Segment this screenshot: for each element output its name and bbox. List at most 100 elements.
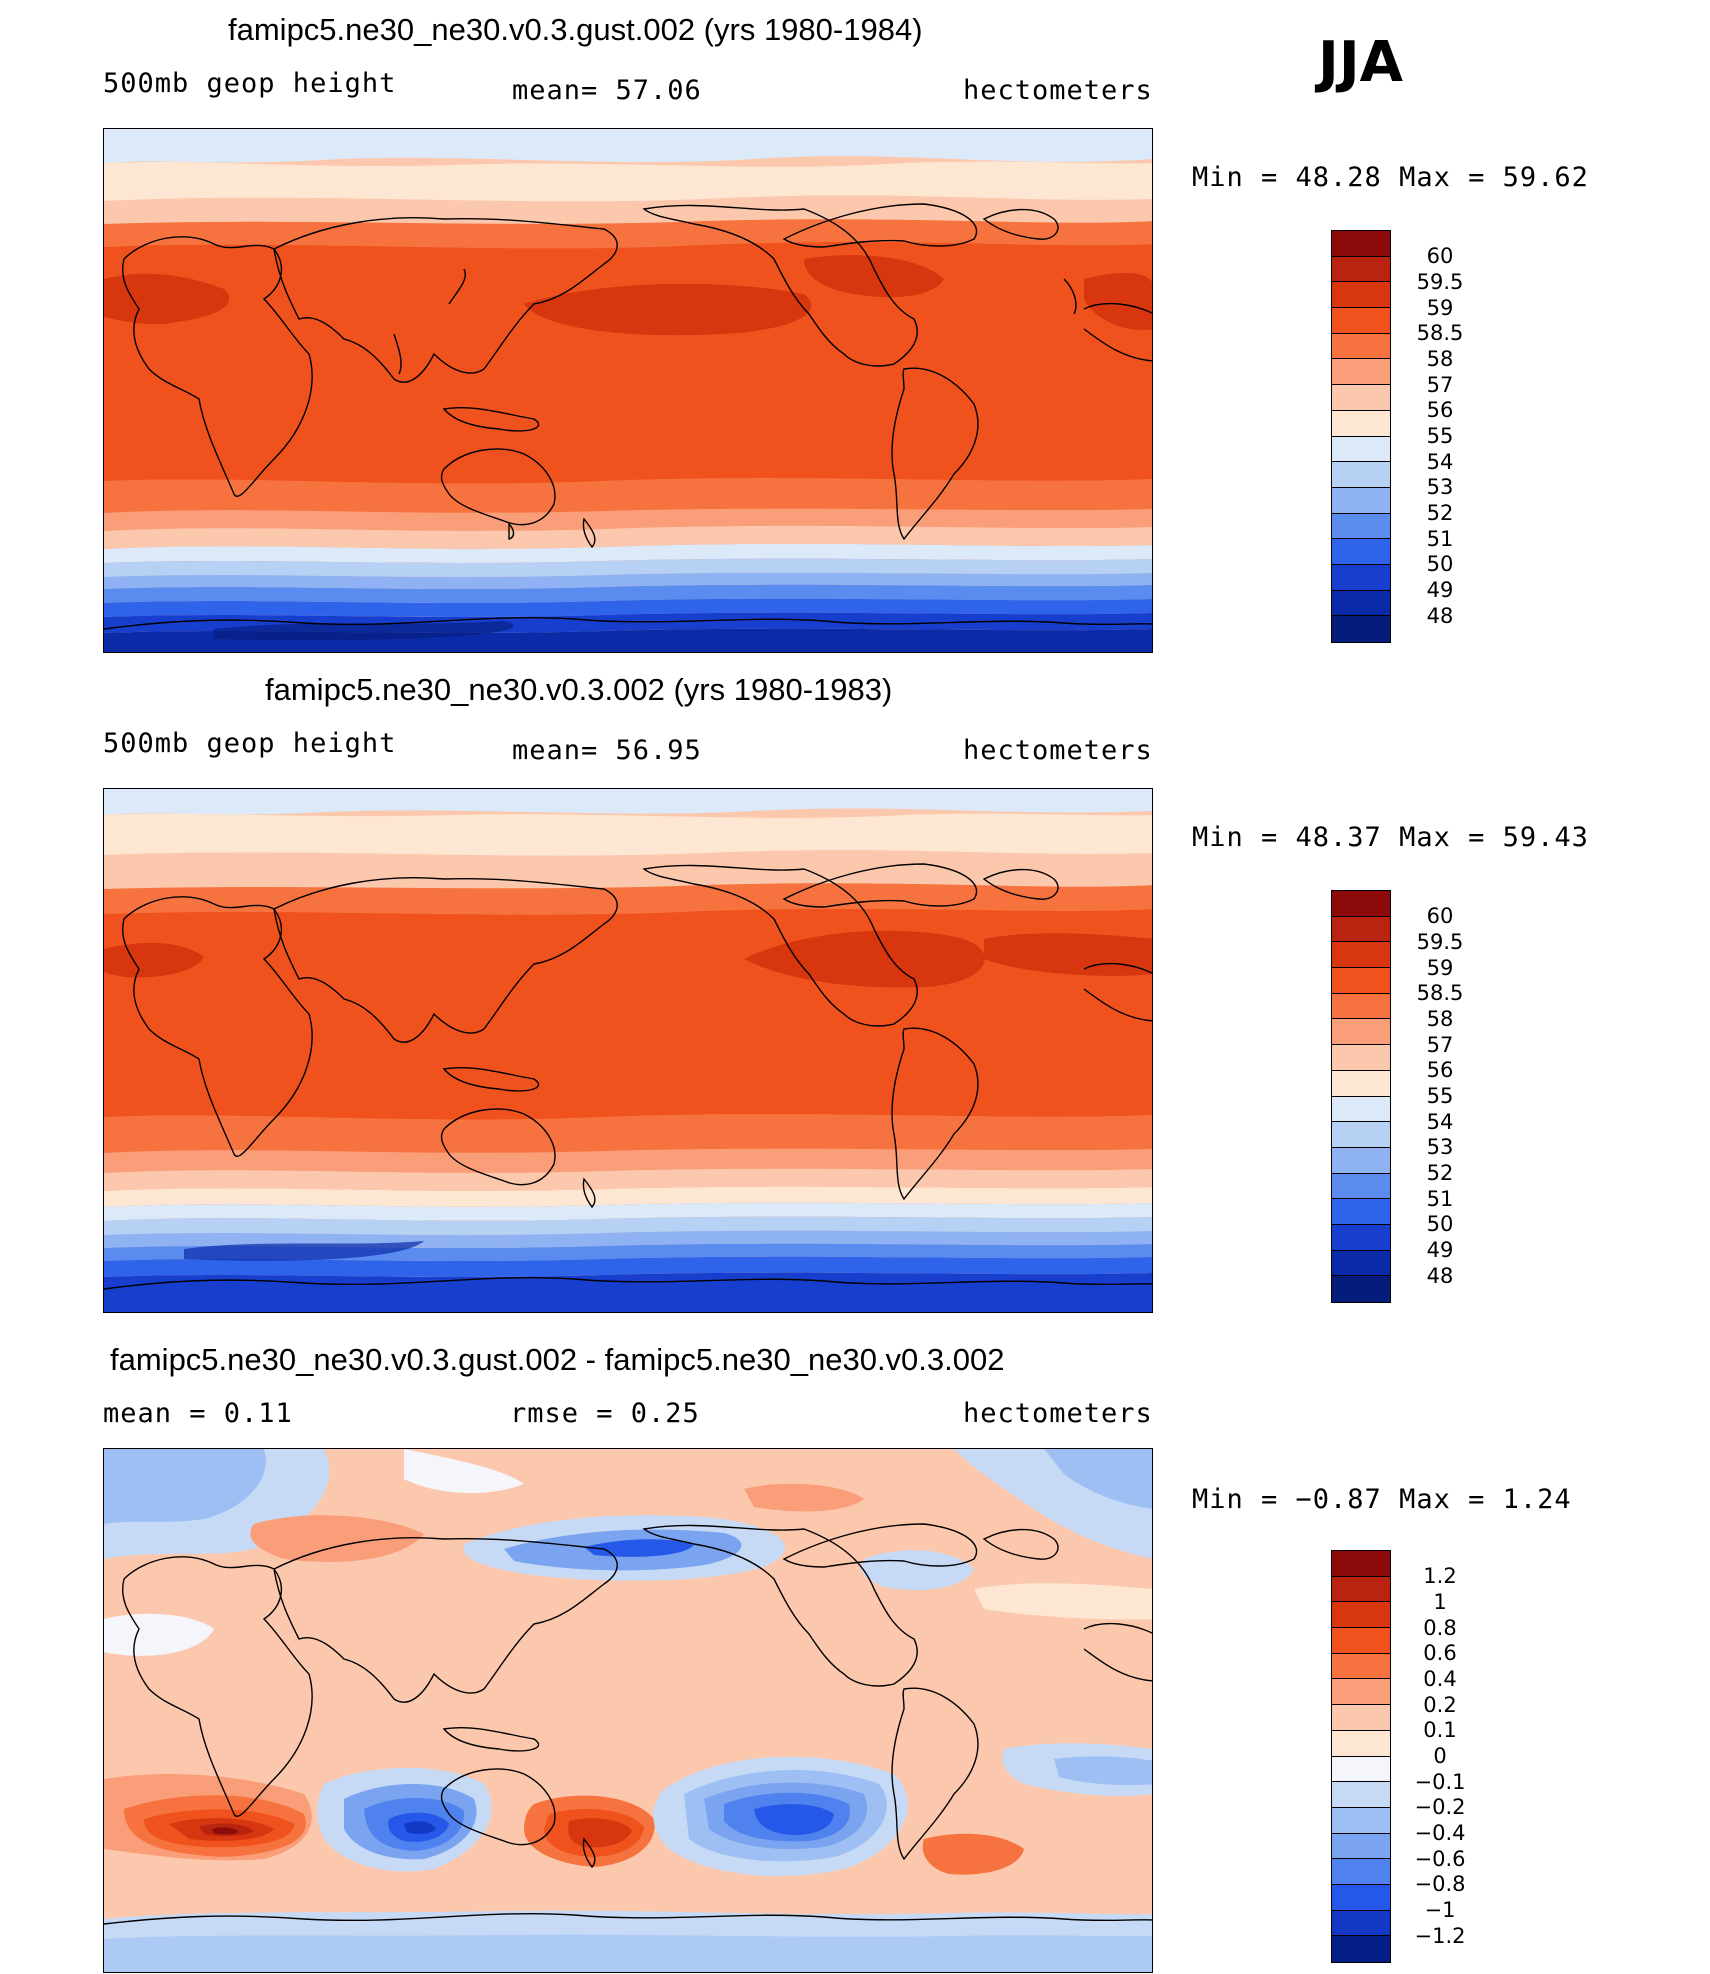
panel1-minmax-label: Min = 48.28 Max = 59.62 xyxy=(1192,162,1589,193)
panel1-swatch-4 xyxy=(1332,308,1390,334)
panel1-swatch-6 xyxy=(1332,359,1390,386)
panel3-contour-field xyxy=(104,1449,1152,1972)
colorbar-tick-label: 49 xyxy=(1426,1238,1454,1262)
panel1-swatch-3 xyxy=(1332,282,1390,309)
panel1-units-label: hectometers xyxy=(963,75,1153,106)
colorbar-tick-label: 51 xyxy=(1426,527,1454,551)
colorbar-tick-label: 59 xyxy=(1426,956,1454,980)
season-label: JJA xyxy=(1318,30,1404,95)
colorbar-tick-label: 55 xyxy=(1426,424,1454,448)
panel2-mean-label: mean= 56.95 xyxy=(512,735,702,766)
panel3-mean-label: mean = 0.11 xyxy=(103,1398,293,1429)
panel3-swatch-10 xyxy=(1332,1782,1390,1808)
panel1-swatch-16 xyxy=(1332,616,1390,642)
colorbar-tick-label: 58.5 xyxy=(1416,321,1464,345)
colorbar-tick-label: 59.5 xyxy=(1416,270,1464,294)
colorbar-tick-label: 60 xyxy=(1426,904,1454,928)
colorbar-tick-label: 0 xyxy=(1433,1744,1447,1768)
colorbar-tick-label: 49 xyxy=(1426,578,1454,602)
panel1-swatch-7 xyxy=(1332,385,1390,411)
panel2-minmax-label: Min = 48.37 Max = 59.43 xyxy=(1192,822,1589,853)
colorbar-tick-label: 48 xyxy=(1426,1264,1454,1288)
panel2-title: famipc5.ne30_ne30.v0.3.002 (yrs 1980-198… xyxy=(265,672,893,707)
panel2-variable-label: 500mb geop height xyxy=(103,728,397,759)
panel3-rmse-label: rmse = 0.25 xyxy=(510,1398,700,1429)
panel3-swatch-2 xyxy=(1332,1576,1390,1603)
panel3-swatch-3 xyxy=(1332,1602,1390,1629)
colorbar-tick-label: 57 xyxy=(1426,1033,1454,1057)
panel1-swatch-10 xyxy=(1332,462,1390,488)
panel1-swatch-9 xyxy=(1332,436,1390,463)
panel1-swatch-8 xyxy=(1332,410,1390,437)
colorbar-tick-label: 0.8 xyxy=(1423,1616,1457,1640)
colorbar-tick-label: 0.2 xyxy=(1423,1693,1457,1717)
colorbar-tick-label: 0.6 xyxy=(1423,1641,1457,1665)
panel2-swatch-2 xyxy=(1332,916,1390,943)
colorbar-tick-label: 0.1 xyxy=(1423,1718,1457,1742)
panel2-swatch-8 xyxy=(1332,1070,1390,1097)
panel3-swatch-9 xyxy=(1332,1756,1390,1783)
colorbar-tick-label: 50 xyxy=(1426,552,1454,576)
panel1-swatch-13 xyxy=(1332,539,1390,565)
panel2-swatch-9 xyxy=(1332,1096,1390,1123)
colorbar-tick-label: −1.2 xyxy=(1414,1924,1466,1948)
colorbar-tick-label: 59.5 xyxy=(1416,930,1464,954)
colorbar-tick-label: 0.4 xyxy=(1423,1667,1457,1691)
panel1-swatch-11 xyxy=(1332,487,1390,514)
panel2-swatch-7 xyxy=(1332,1045,1390,1071)
panel1-swatch-14 xyxy=(1332,564,1390,591)
panel2-swatch-16 xyxy=(1332,1276,1390,1302)
colorbar-tick-label: −0.1 xyxy=(1414,1770,1466,1794)
colorbar-tick-label: 59 xyxy=(1426,296,1454,320)
panel3-swatch-14 xyxy=(1332,1884,1390,1911)
colorbar-tick-label: 1.2 xyxy=(1423,1564,1457,1588)
panel3-units-label: hectometers xyxy=(963,1398,1153,1429)
colorbar-tick-label: 53 xyxy=(1426,475,1454,499)
panel1-map xyxy=(103,128,1153,653)
panel3-colorbar xyxy=(1331,1550,1391,1963)
panel2-swatch-13 xyxy=(1332,1199,1390,1225)
panel3-swatch-4 xyxy=(1332,1628,1390,1654)
panel3-swatch-7 xyxy=(1332,1705,1390,1731)
colorbar-tick-label: −0.8 xyxy=(1414,1872,1466,1896)
colorbar-tick-label: 1 xyxy=(1433,1590,1447,1614)
colorbar-tick-label: 55 xyxy=(1426,1084,1454,1108)
colorbar-tick-label: 51 xyxy=(1426,1187,1454,1211)
colorbar-tick-label: −0.4 xyxy=(1414,1821,1466,1845)
panel1-mean-label: mean= 57.06 xyxy=(512,75,702,106)
panel2-swatch-3 xyxy=(1332,942,1390,969)
panel3-swatch-11 xyxy=(1332,1807,1390,1834)
panel2-map xyxy=(103,788,1153,1313)
panel3-minmax-label: Min = −0.87 Max = 1.24 xyxy=(1192,1484,1572,1515)
panel2-units-label: hectometers xyxy=(963,735,1153,766)
colorbar-tick-label: 53 xyxy=(1426,1135,1454,1159)
panel3-swatch-15 xyxy=(1332,1910,1390,1937)
panel2-swatch-6 xyxy=(1332,1019,1390,1046)
panel3-swatch-5 xyxy=(1332,1653,1390,1680)
colorbar-tick-label: 60 xyxy=(1426,244,1454,268)
panel2-colorbar xyxy=(1331,890,1391,1303)
panel1-swatch-2 xyxy=(1332,256,1390,283)
panel3-swatch-8 xyxy=(1332,1730,1390,1757)
panel1-swatch-5 xyxy=(1332,333,1390,360)
colorbar-tick-label: 58.5 xyxy=(1416,981,1464,1005)
colorbar-tick-label: 50 xyxy=(1426,1212,1454,1236)
colorbar-tick-label: 58 xyxy=(1426,347,1454,371)
panel3-swatch-13 xyxy=(1332,1859,1390,1885)
colorbar-tick-label: 48 xyxy=(1426,604,1454,628)
panel2-contour-field xyxy=(104,789,1152,1312)
panel2-swatch-10 xyxy=(1332,1122,1390,1148)
colorbar-tick-label: 54 xyxy=(1426,450,1454,474)
panel2-swatch-12 xyxy=(1332,1173,1390,1200)
panel1-swatch-12 xyxy=(1332,513,1390,540)
panel1-title: famipc5.ne30_ne30.v0.3.gust.002 (yrs 198… xyxy=(228,12,923,47)
panel1-variable-label: 500mb geop height xyxy=(103,68,397,99)
panel2-swatch-11 xyxy=(1332,1147,1390,1174)
panel3-title: famipc5.ne30_ne30.v0.3.gust.002 - famipc… xyxy=(110,1342,1005,1377)
colorbar-tick-label: 58 xyxy=(1426,1007,1454,1031)
panel1-swatch-1 xyxy=(1332,231,1390,257)
panel2-swatch-4 xyxy=(1332,968,1390,994)
panel1-contour-field xyxy=(104,129,1152,652)
panel2-swatch-14 xyxy=(1332,1224,1390,1251)
colorbar-tick-label: 52 xyxy=(1426,501,1454,525)
